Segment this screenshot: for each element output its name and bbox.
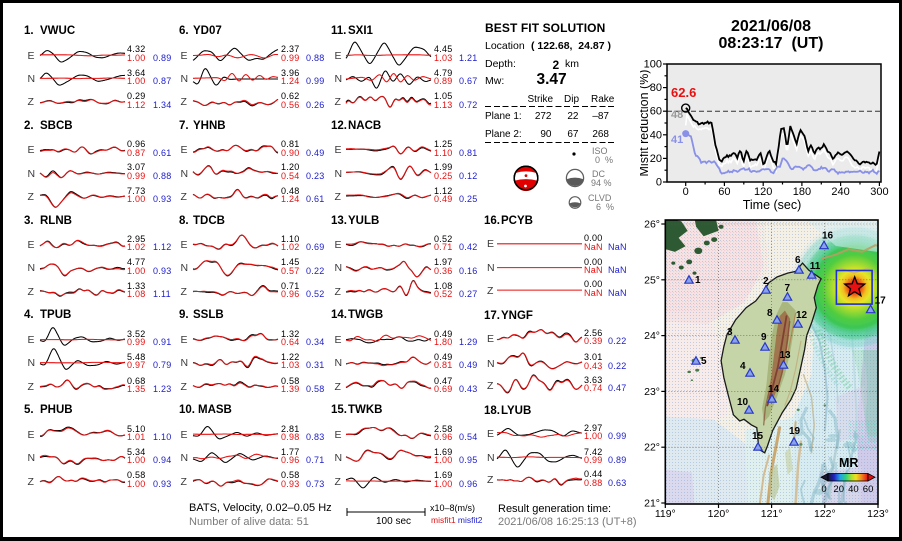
svg-text:25°: 25°: [644, 274, 660, 286]
svg-text:4: 4: [740, 361, 746, 372]
svg-text:14: 14: [768, 384, 780, 395]
svg-text:3: 3: [727, 327, 733, 338]
svg-text:62.6: 62.6: [671, 85, 696, 100]
svg-text:Misfit reduction (%): Misfit reduction (%): [640, 70, 651, 177]
svg-text:120: 120: [754, 186, 772, 198]
svg-text:120°: 120°: [708, 508, 730, 520]
svg-text:300: 300: [870, 186, 888, 198]
svg-text:22°: 22°: [644, 442, 660, 454]
svg-text:0: 0: [683, 186, 689, 198]
svg-text:MR: MR: [839, 456, 858, 470]
svg-text:100: 100: [644, 59, 662, 71]
svg-text:60: 60: [650, 106, 662, 118]
svg-text:60: 60: [863, 484, 874, 495]
svg-text:48: 48: [671, 109, 683, 121]
svg-text:19: 19: [789, 426, 801, 437]
svg-text:10: 10: [737, 397, 749, 408]
svg-text:13: 13: [780, 350, 792, 361]
svg-text:15: 15: [752, 431, 764, 442]
svg-text:40: 40: [650, 129, 662, 141]
svg-text:20: 20: [833, 484, 844, 495]
svg-text:26°: 26°: [644, 219, 660, 231]
svg-text:123°: 123°: [867, 508, 889, 520]
svg-text:23°: 23°: [644, 386, 660, 398]
svg-text:12: 12: [796, 310, 808, 321]
svg-text:240: 240: [831, 186, 849, 198]
svg-text:20: 20: [650, 153, 662, 165]
svg-text:8: 8: [767, 308, 773, 319]
svg-text:80: 80: [650, 82, 662, 94]
svg-text:9: 9: [761, 332, 767, 343]
svg-text:40: 40: [848, 484, 859, 495]
svg-text:60: 60: [718, 186, 730, 198]
svg-text:17: 17: [875, 296, 887, 307]
svg-text:0: 0: [656, 177, 662, 189]
svg-text:11: 11: [810, 261, 821, 272]
svg-text:122°: 122°: [814, 508, 836, 520]
svg-text:24°: 24°: [644, 330, 660, 342]
svg-text:Time (sec): Time (sec): [743, 198, 802, 212]
svg-text:119°: 119°: [655, 508, 676, 520]
svg-text:6: 6: [795, 255, 801, 266]
svg-text:180: 180: [793, 186, 811, 198]
svg-text:16: 16: [822, 231, 834, 242]
svg-text:121°: 121°: [761, 508, 783, 520]
svg-text:41: 41: [671, 134, 683, 146]
svg-text:1: 1: [695, 275, 701, 286]
svg-text:7: 7: [785, 283, 791, 294]
svg-text:5: 5: [701, 356, 707, 367]
svg-text:21°: 21°: [644, 498, 660, 510]
svg-text:2: 2: [763, 276, 769, 287]
svg-text:0: 0: [821, 484, 826, 495]
